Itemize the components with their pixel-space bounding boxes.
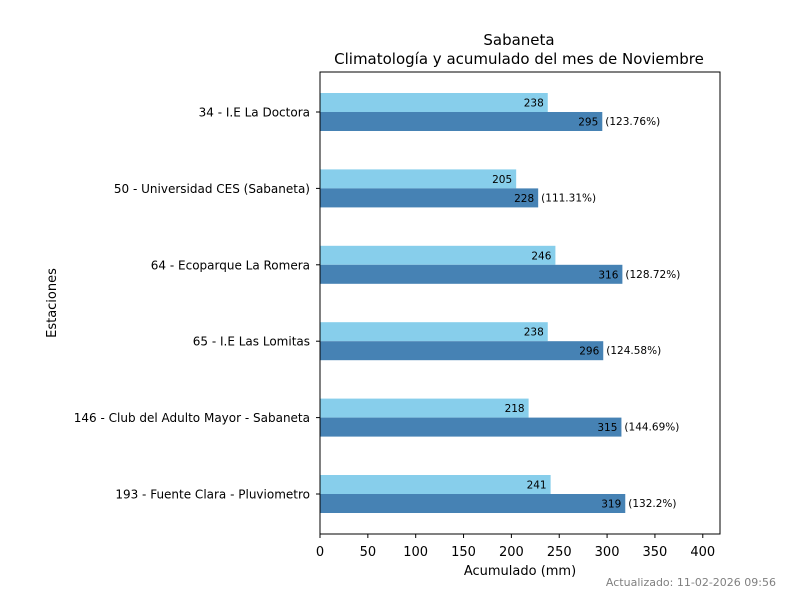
- bar-value-label: 238: [524, 98, 544, 110]
- bar-value-label: 238: [524, 327, 544, 339]
- x-axis-label: Acumulado (mm): [464, 564, 576, 579]
- bar-acumulado: [320, 494, 626, 513]
- bar-acumulado: [320, 264, 623, 284]
- x-tick-label: 150: [451, 545, 476, 560]
- y-tick-label: 64 - Ecoparque La Romera: [151, 258, 310, 272]
- bar-value-label: 241: [527, 480, 547, 492]
- y-axis-label: Estaciones: [45, 268, 60, 338]
- y-tick-label: 193 - Fuente Clara - Pluviometro: [115, 488, 310, 502]
- chart-title: Sabaneta: [483, 31, 554, 49]
- bar-climatologia: [320, 322, 548, 342]
- percent-label: (111.31%): [541, 192, 596, 204]
- bar-value-label: 246: [531, 250, 551, 262]
- bar-climatologia: [320, 169, 517, 189]
- bar-value-label: 205: [492, 174, 512, 186]
- percent-label: (132.2%): [628, 498, 676, 510]
- bar-value-label: 319: [601, 499, 621, 511]
- x-tick-label: 100: [403, 545, 428, 560]
- bar-value-label: 295: [578, 117, 598, 129]
- x-tick-label: 250: [547, 545, 572, 560]
- x-tick-label: 350: [643, 545, 668, 560]
- bar-climatologia: [320, 245, 556, 265]
- x-tick-label: 400: [690, 545, 715, 560]
- bar-climatologia: [320, 93, 548, 112]
- x-tick-label: 50: [360, 545, 377, 560]
- percent-label: (144.69%): [624, 422, 679, 434]
- percent-label: (128.72%): [625, 269, 680, 281]
- bar-acumulado: [320, 417, 622, 437]
- chart-subtitle: Climatología y acumulado del mes de Novi…: [334, 50, 704, 68]
- bar-acumulado: [320, 341, 604, 361]
- x-tick-label: 0: [316, 545, 324, 560]
- y-tick-label: 34 - I.E La Doctora: [199, 106, 310, 120]
- updated-timestamp: Actualizado: 11-02-2026 09:56: [606, 576, 776, 589]
- x-tick-label: 200: [499, 545, 524, 560]
- bar-value-label: 315: [597, 422, 617, 434]
- percent-label: (124.58%): [606, 345, 661, 357]
- bar-climatologia: [320, 398, 529, 418]
- bar-acumulado: [320, 188, 539, 208]
- bar-value-label: 296: [579, 346, 599, 358]
- bar-acumulado: [320, 112, 603, 131]
- plot-frame: [319, 71, 721, 535]
- bar-value-label: 228: [514, 193, 534, 205]
- y-tick-label: 146 - Club del Adulto Mayor - Sabaneta: [74, 411, 310, 425]
- x-tick-label: 300: [595, 545, 620, 560]
- bar-value-label: 218: [505, 403, 525, 415]
- percent-label: (123.76%): [605, 116, 660, 128]
- bar-climatologia: [320, 475, 551, 494]
- bar-value-label: 316: [598, 269, 618, 281]
- y-tick-label: 65 - I.E Las Lomitas: [193, 335, 310, 349]
- y-tick-label: 50 - Universidad CES (Sabaneta): [114, 182, 310, 196]
